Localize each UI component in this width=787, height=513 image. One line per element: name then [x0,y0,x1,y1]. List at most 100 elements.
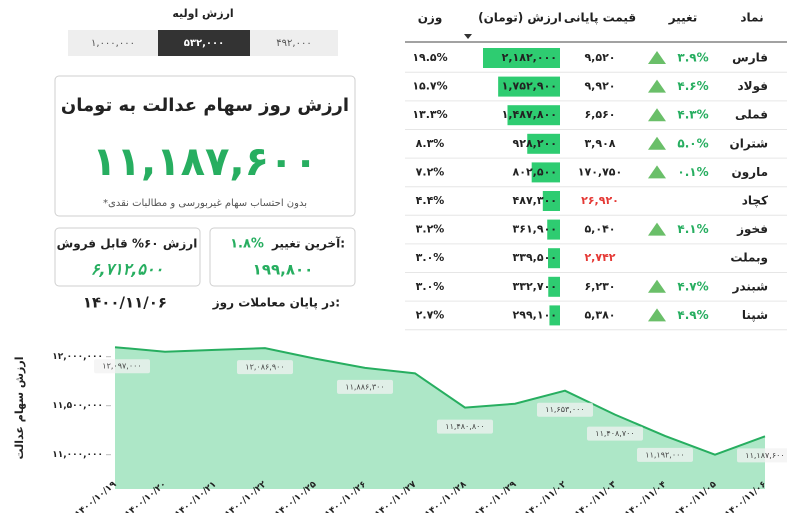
symbol: وبملت [730,251,768,266]
value-bar [507,105,560,126]
initial-title: ارزش اولیه [172,7,233,20]
symbol: فولاد [738,79,768,94]
option-box[interactable] [158,30,250,56]
symbol: شتران [729,136,768,150]
value-label-box [94,359,150,374]
price: ۶,۲۳۰ [584,280,615,293]
value-label: ۱۲,۰۹۷,۰۰۰ [102,362,141,371]
change-arrow [648,136,666,150]
value: ۲۹۹,۱۰۰ [513,308,557,321]
option-box[interactable] [250,30,338,56]
summary-value: ۱۱,۱۸۷,۶۰۰ [92,139,318,185]
value-label-box [237,360,293,375]
sellable-card [54,227,201,287]
value-label-box [637,447,693,462]
change-arrow [648,51,666,64]
value-label-box [587,426,643,441]
end-of-day-date: ۱۴۰۰/۱۱/۰۶ [83,294,167,312]
sellable-label: ارزش ۶۰% قابل فروش [57,237,198,252]
weight: ۲.۷% [416,308,445,321]
change-amount: ۱۹۹,۸۰۰ [253,261,314,279]
y-tick-label: ۱۱,۵۰۰,۰۰۰ [52,401,103,411]
value-bar [548,276,560,297]
weight: ۴.۴% [416,194,445,207]
weight: ۳.۲% [416,223,445,236]
price: ۲,۷۴۲ [584,251,615,264]
option-box[interactable] [68,30,158,56]
value-label: ۱۱,۶۵۳,۰۰۰ [545,405,584,414]
value-label: ۱۲,۰۸۶,۹۰۰ [245,363,284,372]
change-percent: ۱.۸% [230,237,264,252]
change-arrow [648,79,666,93]
value-label: ۱۱,۴۸۰,۸۰۰ [445,422,484,431]
table-header[interactable]: تغییر [668,11,698,25]
value-bar [547,219,560,240]
table-header[interactable]: ارزش (تومان) [478,11,562,26]
value-label-box [337,379,393,394]
value-label: ۱۱,۱۹۲,۰۰۰ [645,450,684,459]
value: ۳۳۲,۷۰۰ [513,280,557,293]
change: ۳.۹% [677,51,708,65]
area-fill [115,347,765,489]
value: ۳۶۱,۹۰۰ [513,223,557,236]
weight: ۳.۰% [416,251,445,264]
change: ۴.۱% [677,222,708,236]
table-header[interactable]: وزن [418,11,443,26]
end-of-day-label: در پایان معاملات روز: [212,296,340,311]
weight: ۳.۰% [416,280,445,293]
symbol: مارون [731,165,768,180]
line [114,346,766,456]
value-label: ۱۱,۴۰۸,۷۰۰ [595,429,634,438]
y-axis-title: ارزش سهام عدالت [13,357,26,460]
value-bar [483,48,560,68]
change-arrow [648,222,666,236]
option-label[interactable]: ۵۳۲,۰۰۰ [184,38,224,49]
price: ۹,۹۲۰ [584,80,615,93]
value-label-box [737,448,787,463]
sort-arrow[interactable] [464,34,472,39]
value: ۸۰۲,۵۰۰ [513,165,557,178]
value-label-box [437,419,493,434]
value-bar [548,248,560,269]
value-bar [498,76,560,97]
value: ۱,۷۵۲,۹۰۰ [502,80,557,93]
change: ۵.۰% [677,136,708,150]
symbol: فارس [732,51,768,65]
table-header[interactable]: نماد [740,11,763,25]
change-arrow [648,108,666,122]
change-card [209,227,356,287]
value-bar [531,162,560,183]
weight: ۱۵.۷% [412,80,447,93]
price: ۵,۳۸۰ [584,308,615,321]
change-arrow [648,308,666,322]
x-tick-label: ۱۴۰۰/۱۰/۱۹ [73,479,119,513]
symbol: کچاد [742,194,768,208]
value: ۲,۱۸۲,۰۰۰ [502,51,557,64]
option-label[interactable]: ۴۹۲,۰۰۰ [276,38,311,49]
table-header[interactable]: قیمت پایانی [564,11,636,25]
summary-title: ارزش روز سهام عدالت به تومان [61,95,349,116]
option-label[interactable]: ۱,۰۰۰,۰۰۰ [91,38,135,49]
value: ۱,۴۸۷,۸۰۰ [502,108,557,121]
symbol: شپنا [742,308,768,322]
value-bar [549,305,560,326]
value-label-box [537,402,593,417]
price: ۳,۹۰۸ [584,137,615,150]
weight: ۸.۳% [416,137,445,150]
sellable-amount: ۶,۷۱۲,۵۰۰ [91,260,163,279]
symbol: فخوز [736,222,768,237]
symbol: فملی [735,108,768,122]
summary-note: *بدون احتساب سهام غیربورسی و مطالبات نقد… [103,198,307,209]
price: ۹,۵۲۰ [584,51,615,64]
change-arrow [648,279,666,293]
change: ۴.۶% [677,79,708,93]
change: ۴.۳% [677,108,708,122]
value: ۴۸۷,۳۰۰ [513,194,557,207]
symbol: شبندر [732,279,768,293]
value-bar [542,191,560,211]
summary-card [54,75,356,217]
y-tick-label: ۱۱,۰۰۰,۰۰۰ [52,450,103,460]
change: ۴.۹% [677,308,708,322]
